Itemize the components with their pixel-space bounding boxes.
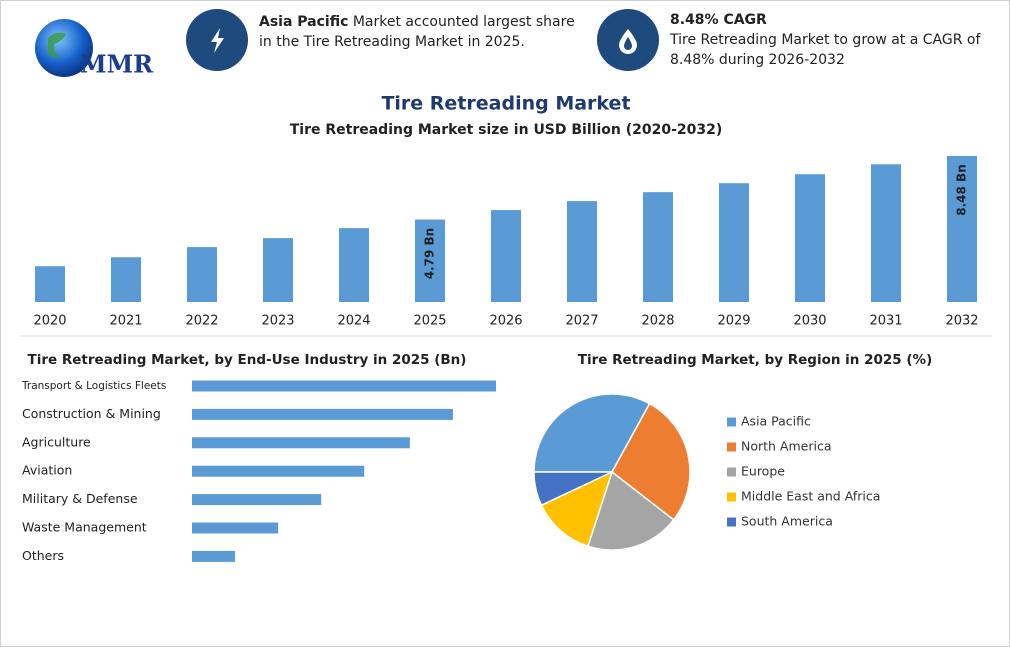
legend-label: Europe	[741, 464, 785, 479]
category-label: Construction & Mining	[22, 406, 161, 421]
category-label: Transport & Logistics Fleets	[21, 380, 166, 392]
bar	[111, 257, 141, 302]
highlight: 8.48% CAGR Tire Retreading Market to grow…	[670, 10, 995, 70]
x-tick-label: 2032	[945, 314, 978, 329]
x-tick-label: 2024	[337, 314, 370, 329]
pie-slice	[611, 402, 691, 521]
legend-label: Asia Pacific	[741, 414, 811, 429]
bar	[339, 228, 369, 302]
value-label: 8.48 Bn	[955, 164, 969, 215]
bar	[192, 494, 322, 506]
pie-slice	[533, 471, 613, 507]
bar	[192, 380, 496, 392]
category-label: Waste Management	[22, 520, 147, 535]
category-label: Others	[22, 548, 64, 563]
bar	[192, 408, 453, 420]
legend-swatch	[727, 492, 736, 502]
chart-title: Tire Retreading Market, by Region in 202…	[578, 352, 932, 368]
bar	[415, 219, 445, 302]
x-tick-label: 2021	[109, 314, 142, 329]
drop-icon-inner	[624, 37, 632, 50]
legend-swatch	[727, 517, 736, 527]
value-label: 4.79 Bn	[423, 228, 437, 279]
x-tick-label: 2030	[793, 314, 826, 329]
x-tick-label: 2029	[717, 314, 750, 329]
legend-swatch	[727, 467, 736, 477]
logo-text: MMR	[80, 50, 154, 79]
logo-globe	[35, 19, 93, 77]
bar	[192, 465, 365, 477]
bar	[187, 247, 217, 302]
pie-slice	[533, 393, 651, 473]
highlight: Asia Pacific Market accounted largest sh…	[259, 12, 589, 52]
category-label: Military & Defense	[22, 491, 138, 506]
category-label: Aviation	[22, 463, 72, 478]
bar	[192, 550, 236, 562]
bolt-icon	[211, 28, 224, 53]
category-label: Agriculture	[22, 434, 91, 449]
x-tick-label: 2026	[489, 314, 522, 329]
bar	[192, 437, 410, 449]
legend-swatch	[727, 417, 736, 427]
bar	[567, 201, 597, 302]
x-tick-label: 2027	[565, 314, 598, 329]
pie-slice	[540, 470, 614, 548]
highlight-bold: 8.48% CAGR	[670, 12, 767, 28]
bar	[795, 174, 825, 302]
bar	[871, 164, 901, 302]
legend-label: Middle East and Africa	[741, 489, 880, 504]
x-tick-label: 2020	[33, 314, 66, 329]
bar	[35, 266, 65, 302]
bar	[263, 238, 293, 302]
highlight-text: Market accounted largest share in the Ti…	[259, 14, 575, 50]
pie-slice	[586, 470, 675, 551]
legend-swatch	[727, 442, 736, 452]
legend-label: North America	[741, 439, 832, 454]
x-tick-label: 2025	[413, 314, 446, 329]
bar	[491, 210, 521, 302]
highlight-bold: Asia Pacific	[259, 14, 349, 30]
highlight-text: Tire Retreading Market to grow at a CAGR…	[670, 32, 981, 68]
x-tick-label: 2031	[869, 314, 902, 329]
bar	[643, 192, 673, 302]
bar	[947, 156, 977, 302]
bar	[719, 183, 749, 302]
chart-title: Tire Retreading Market size in USD Billi…	[290, 122, 723, 138]
logo-land	[48, 32, 66, 58]
x-tick-label: 2022	[185, 314, 218, 329]
x-tick-label: 2028	[641, 314, 674, 329]
x-tick-label: 2023	[261, 314, 294, 329]
main-title: Tire Retreading Market	[381, 93, 630, 115]
legend-label: South America	[741, 514, 833, 529]
chart-title: Tire Retreading Market, by End-Use Indus…	[28, 352, 467, 368]
bar	[192, 522, 279, 534]
